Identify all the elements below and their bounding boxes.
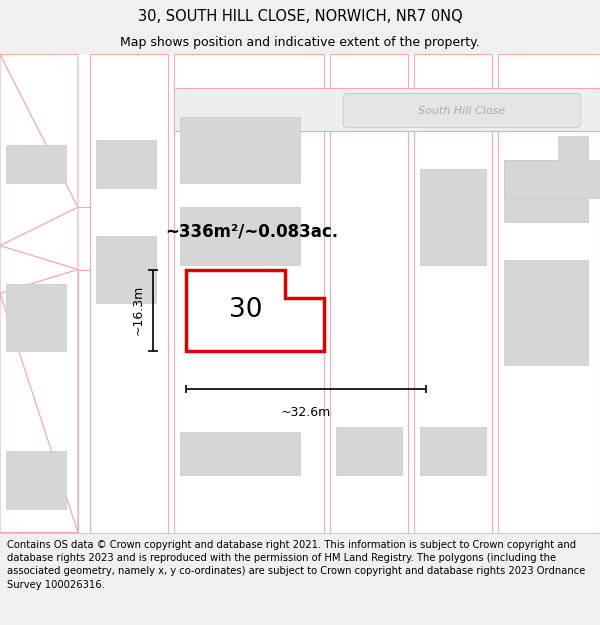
Polygon shape [414, 54, 492, 532]
Polygon shape [330, 54, 408, 532]
Bar [504, 260, 588, 365]
Bar [420, 169, 486, 265]
Bar [96, 141, 156, 188]
Text: 30, SOUTH HILL CLOSE, NORWICH, NR7 0NQ: 30, SOUTH HILL CLOSE, NORWICH, NR7 0NQ [137, 9, 463, 24]
Polygon shape [0, 269, 78, 532]
Polygon shape [78, 269, 90, 532]
Bar [180, 208, 300, 265]
Bar [180, 116, 300, 184]
Polygon shape [0, 54, 78, 246]
Text: 30: 30 [229, 297, 263, 323]
Bar [504, 159, 588, 222]
Text: South Hill Close: South Hill Close [418, 106, 506, 116]
Polygon shape [90, 54, 168, 532]
Text: ~32.6m: ~32.6m [281, 406, 331, 419]
Bar [6, 451, 66, 509]
Text: Map shows position and indicative extent of the property.: Map shows position and indicative extent… [120, 36, 480, 49]
Bar [96, 236, 156, 303]
Text: ~336m²/~0.083ac.: ~336m²/~0.083ac. [166, 222, 338, 240]
Bar [420, 428, 486, 475]
FancyBboxPatch shape [343, 94, 581, 128]
Bar [6, 145, 66, 184]
Polygon shape [186, 269, 324, 351]
Text: ~16.3m: ~16.3m [131, 285, 145, 335]
Text: Contains OS data © Crown copyright and database right 2021. This information is : Contains OS data © Crown copyright and d… [7, 540, 586, 589]
Polygon shape [174, 88, 600, 131]
Polygon shape [174, 54, 324, 532]
Bar [336, 428, 402, 475]
Polygon shape [0, 208, 78, 294]
Polygon shape [498, 54, 600, 532]
Bar [6, 284, 66, 351]
Bar [180, 432, 300, 475]
Polygon shape [504, 136, 600, 198]
